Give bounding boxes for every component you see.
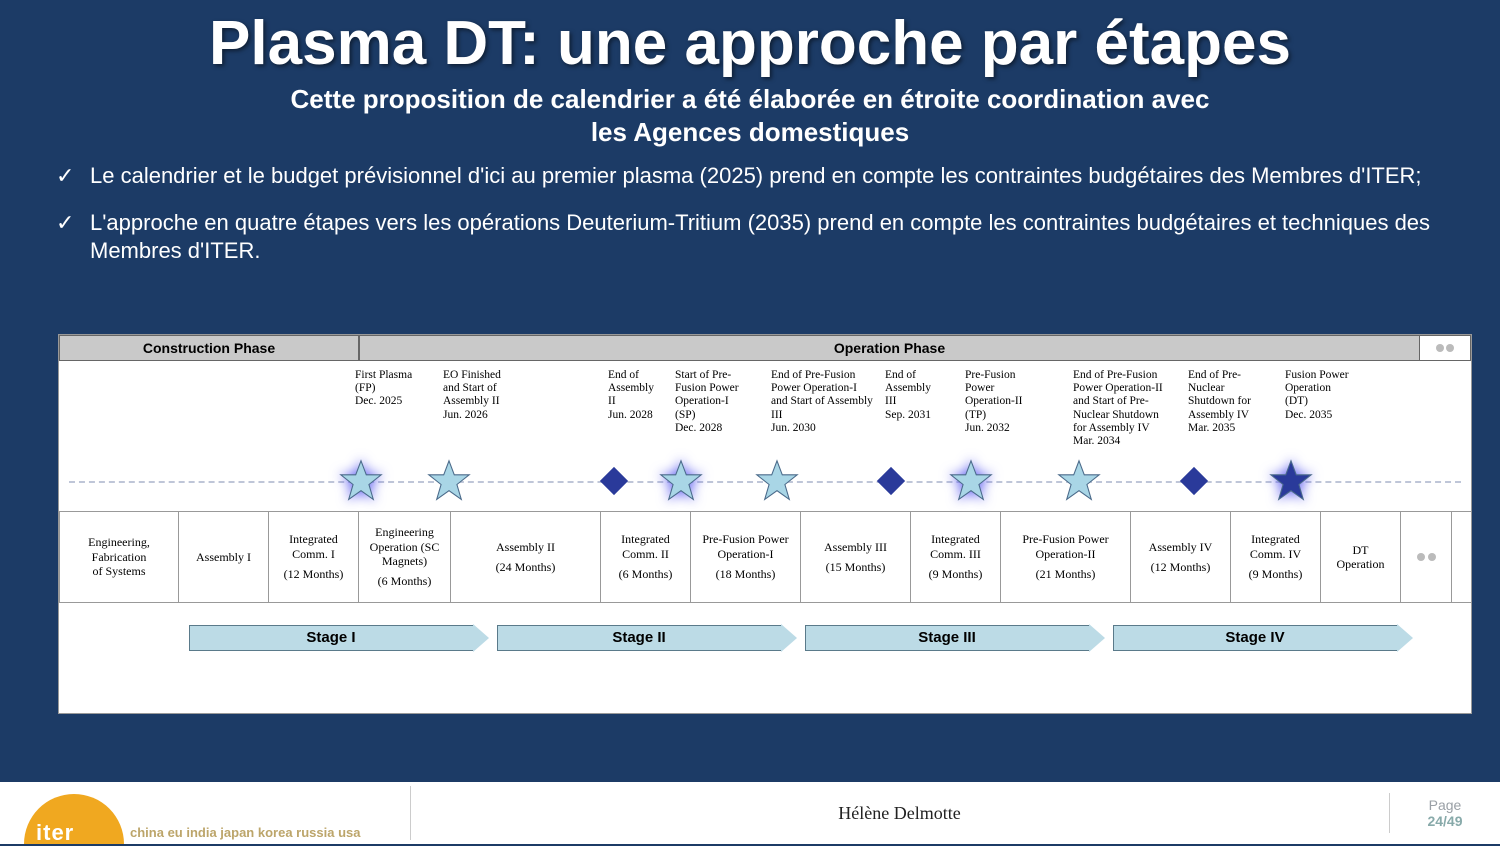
phase-construction: Construction Phase <box>59 335 359 361</box>
event-marker-8 <box>1180 467 1208 495</box>
event-marker-3 <box>659 459 703 503</box>
event-label-1: EO Finishedand Start ofAssembly IIJun. 2… <box>443 369 543 422</box>
activity-cell-3: EngineeringOperation (SCMagnets)(6 Month… <box>359 512 451 602</box>
activity-cell-7: Assembly III(15 Months) <box>801 512 911 602</box>
bullet-list: ✓ Le calendrier et le budget prévisionne… <box>0 148 1500 294</box>
event-marker-9 <box>1269 459 1313 503</box>
event-label-0: First Plasma(FP)Dec. 2025 <box>355 369 445 409</box>
event-label-9: Fusion PowerOperation(DT)Dec. 2035 <box>1285 369 1380 422</box>
event-label-7: End of Pre-FusionPower Operation-IIand S… <box>1073 369 1193 448</box>
activity-cell-6: Pre-Fusion PowerOperation-I(18 Months) <box>691 512 801 602</box>
check-icon: ✓ <box>56 209 90 238</box>
activity-cell-8: IntegratedComm. III(9 Months) <box>911 512 1001 602</box>
page-label: Page <box>1390 797 1500 813</box>
check-icon: ✓ <box>56 162 90 191</box>
event-marker-1 <box>427 459 471 503</box>
activity-cell-4: Assembly II(24 Months) <box>451 512 601 602</box>
event-label-5: End ofAssemblyIIISep. 2031 <box>885 369 965 422</box>
footer: iter china eu india japan korea russia u… <box>0 768 1500 844</box>
subtitle-line-2: les Agences domestiques <box>591 117 909 147</box>
page-number: 24/49 <box>1390 813 1500 829</box>
slide-subtitle: Cette proposition de calendrier a été él… <box>0 83 1500 148</box>
stage-arrow-1: Stage I <box>189 625 489 651</box>
event-label-8: End of Pre-NuclearShutdown forAssembly I… <box>1188 369 1288 435</box>
timeline-axis <box>59 459 1471 505</box>
member-countries: china eu india japan korea russia usa <box>130 825 360 840</box>
activity-cell-0: Engineering,Fabricationof Systems <box>59 512 179 602</box>
footer-divider <box>410 786 411 840</box>
bullet-2: ✓ L'approche en quatre étapes vers les o… <box>56 209 1444 266</box>
subtitle-line-1: Cette proposition de calendrier a été él… <box>291 84 1210 114</box>
event-marker-4 <box>755 459 799 503</box>
phase-continuation-dots <box>1420 335 1471 361</box>
event-label-3: Start of Pre-Fusion PowerOperation-I(SP)… <box>675 369 770 435</box>
activity-cell-11: IntegratedComm. IV(9 Months) <box>1231 512 1321 602</box>
event-marker-7 <box>1057 459 1101 503</box>
event-marker-5 <box>877 467 905 495</box>
stage-arrow-3: Stage III <box>805 625 1105 651</box>
iter-logo: iter china eu india japan korea russia u… <box>0 782 410 844</box>
stage-arrow-2: Stage II <box>497 625 797 651</box>
event-label-6: Pre-FusionPowerOperation-II(TP)Jun. 2032 <box>965 369 1055 435</box>
phase-bar: Construction Phase Operation Phase <box>59 335 1471 361</box>
event-marker-6 <box>949 459 993 503</box>
activity-continuation-dots <box>1401 512 1452 602</box>
event-labels-row: First Plasma(FP)Dec. 2025EO Finishedand … <box>59 361 1471 459</box>
activity-cell-9: Pre-Fusion PowerOperation-II(21 Months) <box>1001 512 1131 602</box>
bullet-2-text: L'approche en quatre étapes vers les opé… <box>90 209 1444 266</box>
iter-text: iter <box>36 820 74 846</box>
timeline-diagram: Construction Phase Operation Phase First… <box>58 334 1472 714</box>
activity-table: Engineering,Fabricationof SystemsAssembl… <box>59 511 1471 603</box>
stage-arrow-4: Stage IV <box>1113 625 1413 651</box>
activity-cell-5: IntegratedComm. II(6 Months) <box>601 512 691 602</box>
activity-cell-1: Assembly I <box>179 512 269 602</box>
activity-cell-12: DTOperation <box>1321 512 1401 602</box>
activity-cell-2: IntegratedComm. I(12 Months) <box>269 512 359 602</box>
slide-title: Plasma DT: une approche par étapes <box>0 0 1500 79</box>
event-label-4: End of Pre-FusionPower Operation-Iand St… <box>771 369 891 435</box>
bullet-1: ✓ Le calendrier et le budget prévisionne… <box>56 162 1444 191</box>
bullet-1-text: Le calendrier et le budget prévisionnel … <box>90 162 1422 191</box>
phase-operation: Operation Phase <box>359 335 1420 361</box>
author-name: Hélène Delmotte <box>410 803 1389 824</box>
stage-arrows: Stage I Stage II Stage III Stage IV <box>59 625 1471 667</box>
page-indicator: Page 24/49 <box>1389 793 1500 833</box>
event-marker-2 <box>600 467 628 495</box>
activity-cell-10: Assembly IV(12 Months) <box>1131 512 1231 602</box>
event-marker-0 <box>339 459 383 503</box>
